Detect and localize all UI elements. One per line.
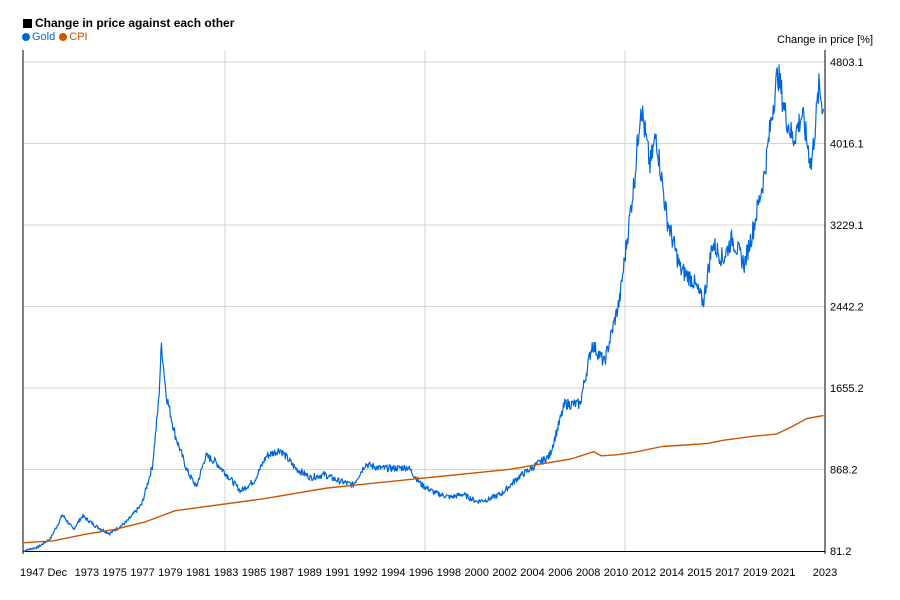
legend-dot-icon xyxy=(22,33,30,41)
x-tick-label: 1992 xyxy=(353,567,377,579)
chart-header: Change in price against each other xyxy=(23,16,234,30)
x-tick-label: 2010 xyxy=(604,567,628,579)
y-tick-label: 1655.2 xyxy=(830,383,864,395)
x-tick-label: 2014 xyxy=(659,567,683,579)
x-tick-label: 1975 xyxy=(102,567,126,579)
x-tick-label: 2002 xyxy=(492,567,516,579)
x-tick-label: 1994 xyxy=(381,567,405,579)
x-tick-label: 1985 xyxy=(242,567,266,579)
x-tick-label: 1996 xyxy=(409,567,433,579)
x-tick-label: 2004 xyxy=(520,567,544,579)
y-axis-label: Change in price [%] xyxy=(777,34,873,46)
legend-label: CPI xyxy=(69,31,88,43)
x-tick-label: 1977 xyxy=(130,567,154,579)
x-tick-label: 2021 xyxy=(771,567,795,579)
chart-title: Change in price against each other xyxy=(35,16,235,30)
legend: Gold CPI xyxy=(22,31,92,43)
x-tick-label: 1947 Dec xyxy=(20,567,68,579)
x-tick-label: 1991 xyxy=(325,567,349,579)
y-tick-label: 4016.1 xyxy=(830,139,864,151)
x-tick-label: 2019 xyxy=(743,567,767,579)
x-tick-label: 2012 xyxy=(632,567,656,579)
y-tick-label: 2442.2 xyxy=(830,302,864,314)
title-square-icon xyxy=(23,18,32,28)
series-line-gold xyxy=(22,64,825,553)
x-tick-label: 1998 xyxy=(437,567,461,579)
x-tick-label: 1987 xyxy=(270,567,294,579)
x-tick-label: 2023 xyxy=(813,567,837,579)
series-line-cpi xyxy=(22,414,824,544)
legend-label: Gold xyxy=(32,31,56,43)
x-tick-label: 2008 xyxy=(576,567,600,579)
x-tick-label: 1989 xyxy=(297,567,321,579)
x-tick-label: 1981 xyxy=(186,567,210,579)
y-tick-label: 4803.1 xyxy=(830,57,864,69)
y-tick-label: 3229.1 xyxy=(830,220,864,232)
legend-item-cpi[interactable]: CPI xyxy=(59,31,88,43)
x-tick-label: 2015 xyxy=(687,567,711,579)
y-tick-label: 868.2 xyxy=(830,465,858,477)
x-tick-label: 1979 xyxy=(158,567,182,579)
x-tick-label: 1973 xyxy=(75,567,99,579)
x-tick-label: 2006 xyxy=(548,567,572,579)
x-tick-label: 2000 xyxy=(465,567,489,579)
legend-dot-icon xyxy=(59,33,68,41)
x-tick-label: 2017 xyxy=(715,567,739,579)
legend-item-gold[interactable]: Gold xyxy=(22,31,55,43)
y-tick-label: 81.2 xyxy=(830,546,851,558)
x-tick-label: 1983 xyxy=(214,567,238,579)
